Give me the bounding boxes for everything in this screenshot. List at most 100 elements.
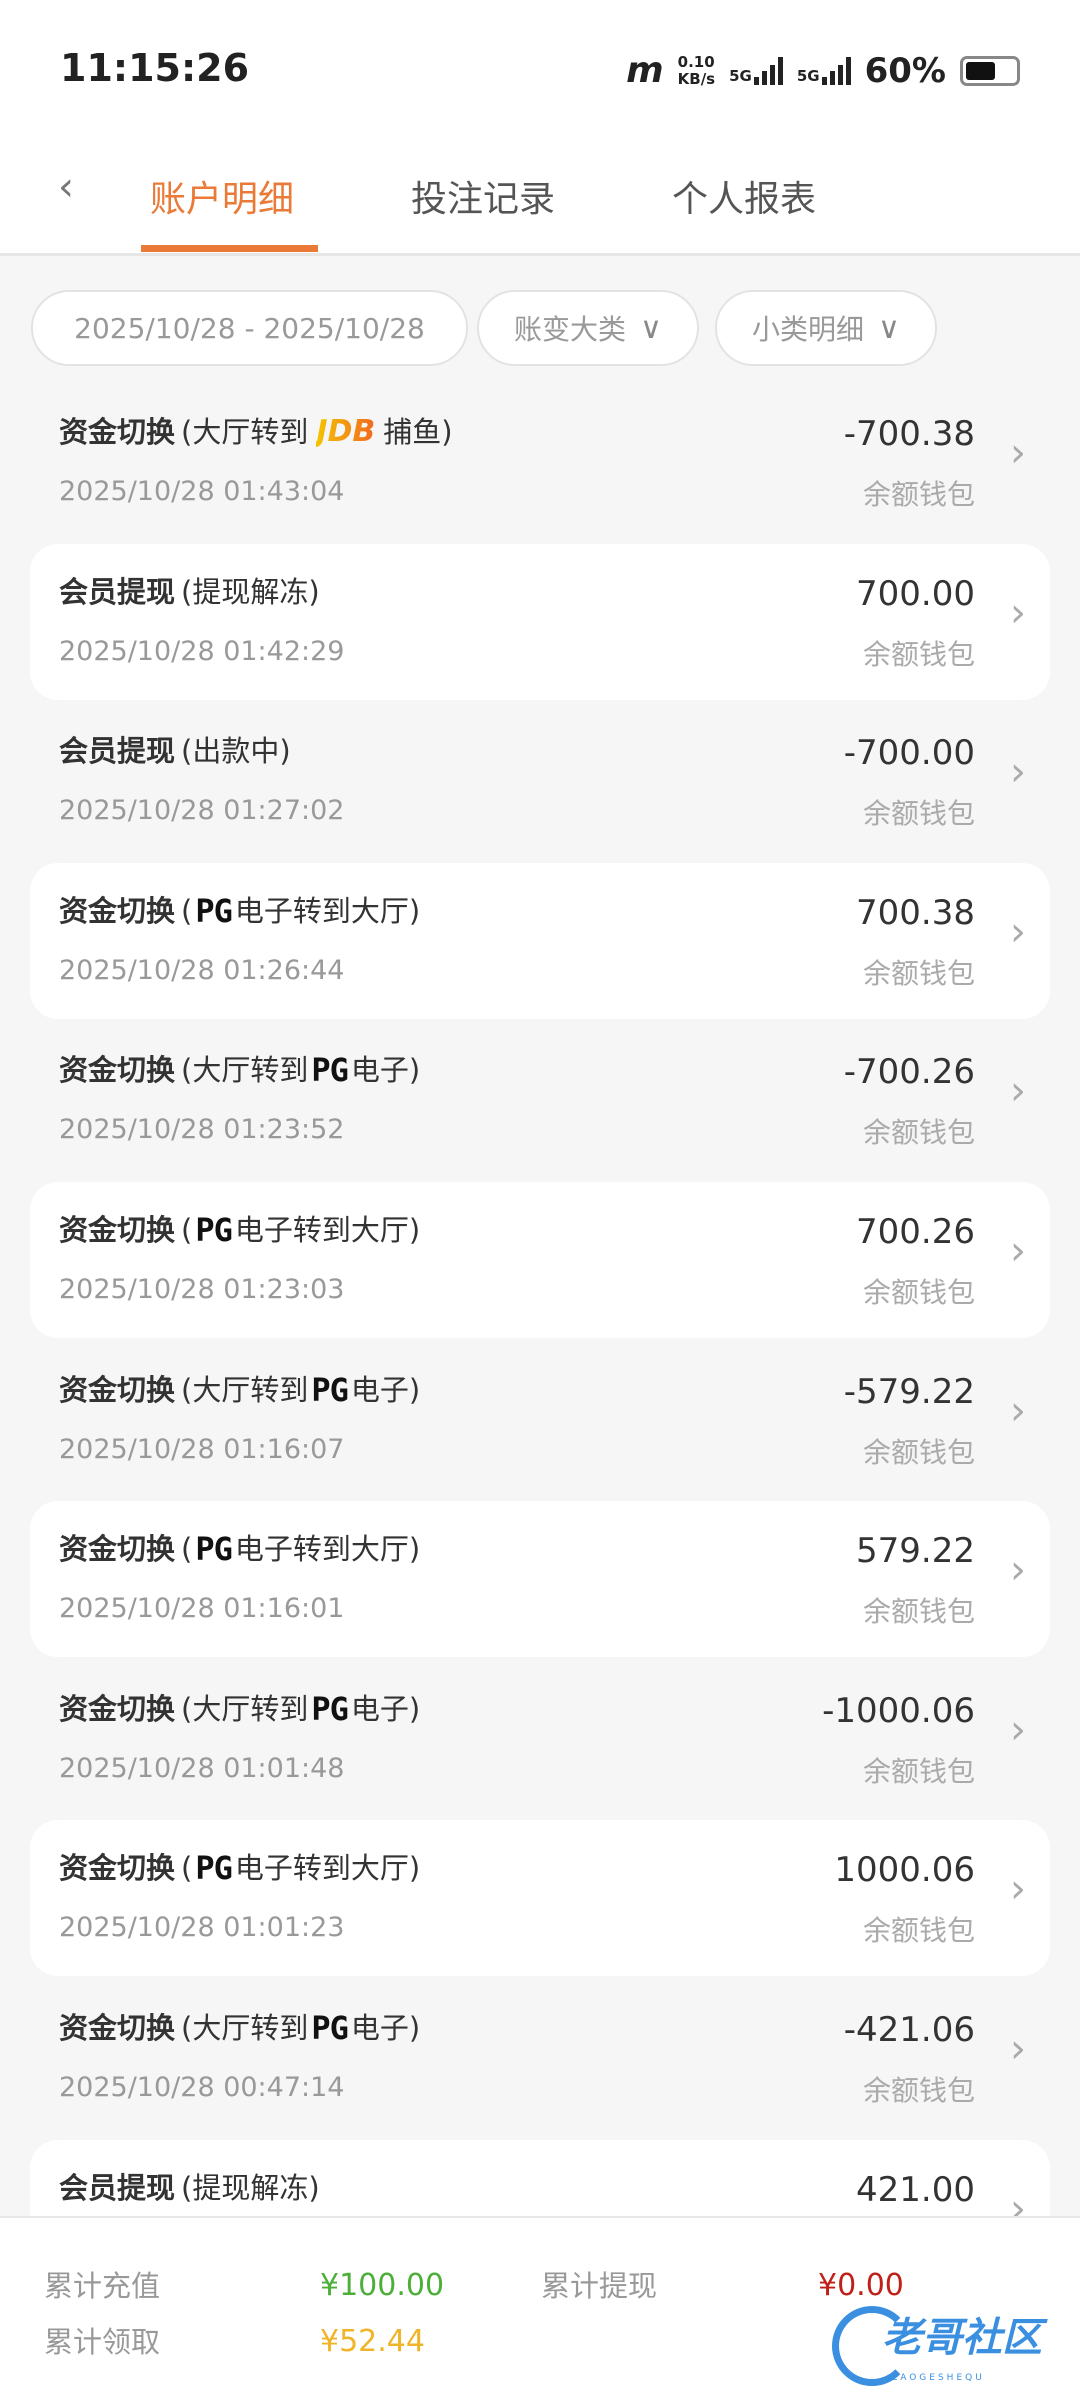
record-detail-pre: (大厅转到 — [181, 1691, 309, 1726]
chevron-right-icon[interactable]: › — [1010, 1866, 1026, 1913]
record-row[interactable]: 资金切换 (大厅转到 PG 电子) 2025/10/28 01:23:52 -700.… — [30, 1022, 1050, 1178]
record-type: 资金切换 — [59, 893, 176, 928]
total-withdraw-value: ¥0.00 — [818, 2268, 904, 2303]
record-wallet: 余额钱包 — [862, 1435, 975, 1469]
record-title: 资金切换(PG 电子转到大厅) — [59, 891, 420, 931]
subcategory-label: 小类明细 — [752, 313, 865, 346]
record-row[interactable]: 资金切换 (大厅转到 JDB 捕鱼) 2025/10/28 01:43:04 -700… — [30, 384, 1050, 540]
record-time: 2025/10/28 01:16:01 — [59, 1593, 345, 1625]
status-bar: 11:15:26 m 0.10 KB/s 5G 5G 60% — [0, 0, 1080, 140]
clock: 11:15:26 — [60, 46, 250, 90]
record-type: 会员提现 — [59, 2170, 176, 2205]
tab-account-details[interactable]: 账户明细 — [150, 179, 295, 220]
record-time: 2025/10/28 01:01:48 — [59, 1752, 345, 1784]
chevron-right-icon[interactable]: › — [1010, 2185, 1026, 2216]
record-wallet: 余额钱包 — [862, 797, 975, 831]
watermark-logo: 老哥社区 LAOGESHEQU — [832, 2306, 1072, 2396]
status-icons: m 0.10 KB/s 5G 5G 60% — [626, 50, 1020, 91]
record-detail-pre: (出款中) — [181, 734, 291, 769]
watermark-text: 老哥社区 — [882, 2315, 1042, 2361]
record-detail-post: 电子) — [350, 1053, 421, 1088]
record-title: 资金切换 (大厅转到 PG 电子) — [59, 2008, 420, 2048]
summary-footer: 累计充值 ¥100.00 累计提现 ¥0.00 累计领取 ¥52.44 — [0, 2216, 1080, 2400]
chevron-right-icon[interactable]: › — [1010, 908, 1026, 955]
chevron-right-icon[interactable]: › — [1010, 1228, 1026, 1274]
record-row[interactable]: 资金切换(PG 电子转到大厅) 2025/10/28 01:16:01 579.2… — [30, 1501, 1050, 1658]
date-range-filter[interactable]: 2025/10/28 - 2025/10/28 — [31, 290, 468, 366]
pg-logo-icon: PG — [311, 2009, 349, 2047]
record-row[interactable]: 会员提现 (提现解冻) 421.00 › — [30, 2139, 1050, 2216]
record-row[interactable]: 资金切换 (大厅转到 PG 电子) 2025/10/28 01:01:48 -1000… — [30, 1661, 1050, 1817]
record-wallet: 余额钱包 — [862, 1276, 975, 1309]
category-dropdown[interactable]: 账变大类 ∨ — [477, 290, 699, 366]
record-amount: -700.00 — [843, 733, 975, 774]
record-amount: 1000.06 — [834, 1850, 975, 1891]
record-detail-pre: ( — [181, 893, 193, 928]
record-time: 2025/10/28 01:23:03 — [59, 1274, 345, 1305]
active-tab-indicator — [141, 245, 318, 252]
back-chevron-icon[interactable]: ‹ — [58, 164, 74, 210]
total-claim-value: ¥52.44 — [320, 2324, 425, 2359]
record-detail-post: 电子) — [350, 2011, 421, 2045]
chevron-right-icon[interactable]: › — [1010, 1706, 1026, 1753]
tab-header: ‹ 账户明细 投注记录 个人报表 — [0, 140, 1080, 256]
record-detail-post: 电子转到大厅) — [234, 1851, 421, 1886]
record-amount: 421.00 — [856, 2169, 975, 2210]
record-detail-pre: ( — [181, 1213, 193, 1247]
total-deposit-value: ¥100.00 — [320, 2268, 445, 2303]
record-time: 2025/10/28 01:01:23 — [59, 1912, 345, 1944]
net-speed-unit: KB/s — [677, 69, 716, 88]
record-detail-pre: (大厅转到 — [181, 415, 309, 449]
record-amount: 579.22 — [856, 1531, 975, 1572]
chevron-right-icon[interactable]: › — [1010, 749, 1026, 796]
record-detail-pre: (提现解冻) — [181, 574, 320, 609]
chevron-right-icon[interactable]: › — [1010, 1387, 1026, 1434]
record-amount: -700.26 — [843, 1052, 975, 1093]
total-deposit-label: 累计充值 — [44, 2269, 161, 2303]
record-wallet: 余额钱包 — [862, 1595, 975, 1629]
record-row[interactable]: 资金切换 (大厅转到 PG 电子) 2025/10/28 00:47:14 -421.… — [30, 1980, 1050, 2136]
record-wallet: 余额钱包 — [862, 1116, 975, 1150]
pg-logo-icon: PG — [311, 1370, 349, 1409]
chevron-right-icon[interactable]: › — [1010, 430, 1026, 476]
record-row[interactable]: 资金切换 (大厅转到 PG 电子) 2025/10/28 01:16:07 -579.… — [30, 1342, 1050, 1498]
record-detail-pre: (大厅转到 — [181, 2011, 309, 2045]
record-title: 资金切换 (大厅转到 PG 电子) — [59, 1689, 420, 1729]
record-amount: 700.26 — [856, 1212, 975, 1252]
record-detail-post: 电子) — [350, 1372, 421, 1407]
chevron-right-icon[interactable]: › — [1010, 589, 1026, 636]
record-type: 资金切换 — [59, 1213, 176, 1247]
battery-fill — [966, 61, 995, 80]
record-type: 会员提现 — [59, 734, 176, 769]
total-claim-label: 累计领取 — [44, 2325, 161, 2359]
total-withdraw-label: 累计提现 — [541, 2269, 658, 2303]
sim2-signal-icon: 5G — [796, 56, 851, 85]
record-detail-pre: ( — [181, 1532, 193, 1567]
tab-bet-records[interactable]: 投注记录 — [411, 179, 556, 220]
record-detail-post: 电子转到大厅) — [234, 1213, 421, 1247]
tab-personal-report[interactable]: 个人报表 — [672, 179, 817, 220]
record-row[interactable]: 资金切换(PG 电子转到大厅) 2025/10/28 01:01:23 1000.… — [30, 1820, 1050, 1977]
sim1-label: 5G — [729, 66, 752, 85]
record-type: 资金切换 — [59, 1053, 176, 1088]
record-detail-pre: (提现解冻) — [181, 2170, 320, 2205]
record-type: 资金切换 — [59, 1372, 176, 1407]
record-type: 资金切换 — [59, 2011, 176, 2045]
record-title: 会员提现 (提现解冻) — [59, 572, 320, 612]
record-time: 2025/10/28 01:42:29 — [59, 635, 345, 667]
chevron-right-icon[interactable]: › — [1010, 1068, 1026, 1115]
record-row[interactable]: 会员提现 (出款中) 2025/10/28 01:27:02 -700.00 余额… — [30, 703, 1050, 859]
record-row[interactable]: 资金切换(PG 电子转到大厅) 2025/10/28 01:23:03 700.2… — [30, 1182, 1050, 1338]
record-row[interactable]: 会员提现 (提现解冻) 2025/10/28 01:42:29 700.00 余额… — [30, 543, 1050, 700]
sim2-label: 5G — [796, 66, 820, 85]
record-row[interactable]: 资金切换(PG 电子转到大厅) 2025/10/28 01:26:44 700.3… — [30, 862, 1050, 1019]
record-detail-pre: (大厅转到 — [181, 1053, 309, 1088]
record-type: 资金切换 — [59, 1691, 176, 1726]
chevron-right-icon[interactable]: › — [1010, 2026, 1026, 2072]
record-amount: 700.00 — [856, 573, 975, 614]
record-time: 2025/10/28 01:16:07 — [59, 1433, 345, 1465]
subcategory-dropdown[interactable]: 小类明细 ∨ — [715, 290, 937, 366]
chevron-right-icon[interactable]: › — [1010, 1547, 1026, 1594]
record-time: 2025/10/28 01:43:04 — [59, 476, 345, 507]
date-range-value: 2025/10/28 - 2025/10/28 — [74, 311, 425, 345]
